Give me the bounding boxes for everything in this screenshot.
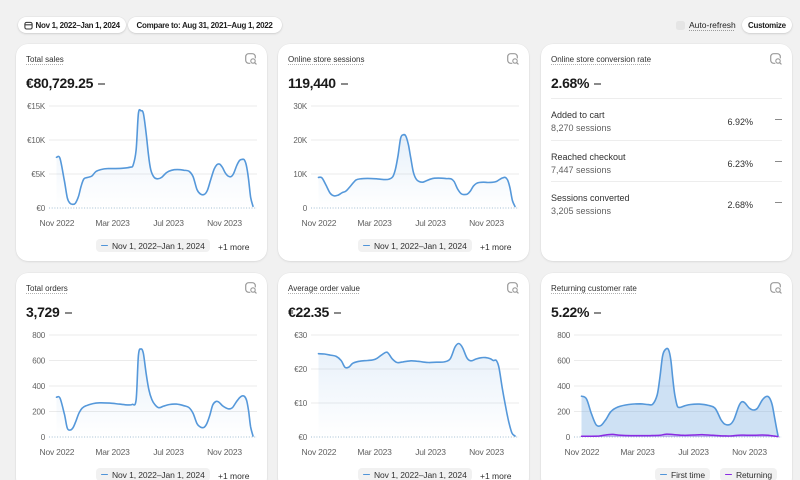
svg-text:200: 200 [32, 407, 45, 416]
svg-text:€20: €20 [294, 365, 307, 374]
svg-text:Jul 2023: Jul 2023 [678, 447, 709, 457]
svg-text:20K: 20K [293, 136, 307, 145]
svg-text:30K: 30K [293, 102, 307, 111]
svg-text:Nov 2022: Nov 2022 [302, 218, 337, 228]
svg-text:Nov 2023: Nov 2023 [207, 447, 242, 457]
svg-text:Jul 2023: Jul 2023 [153, 218, 184, 228]
svg-text:Nov 2023: Nov 2023 [469, 447, 504, 457]
svg-text:200: 200 [557, 407, 570, 416]
svg-text:Nov 2023: Nov 2023 [469, 218, 504, 228]
svg-text:Nov 2022: Nov 2022 [40, 218, 75, 228]
svg-text:Mar 2023: Mar 2023 [357, 218, 392, 228]
svg-text:€10: €10 [294, 399, 307, 408]
svg-text:Jul 2023: Jul 2023 [415, 218, 446, 228]
svg-text:Nov 2022: Nov 2022 [565, 447, 600, 457]
svg-text:Nov 2023: Nov 2023 [732, 447, 767, 457]
svg-text:Mar 2023: Mar 2023 [95, 447, 130, 457]
svg-text:Mar 2023: Mar 2023 [357, 447, 392, 457]
svg-text:€5K: €5K [31, 170, 45, 179]
svg-text:€10K: €10K [27, 136, 46, 145]
svg-text:800: 800 [32, 331, 45, 340]
svg-text:0: 0 [41, 433, 46, 442]
svg-text:Nov 2022: Nov 2022 [40, 447, 75, 457]
svg-text:0: 0 [566, 433, 571, 442]
svg-text:Mar 2023: Mar 2023 [620, 447, 655, 457]
svg-text:10K: 10K [293, 170, 307, 179]
svg-text:400: 400 [32, 382, 45, 391]
svg-text:€0: €0 [37, 204, 46, 213]
svg-text:800: 800 [557, 331, 570, 340]
svg-text:€30: €30 [294, 331, 307, 340]
svg-text:600: 600 [557, 356, 570, 365]
svg-text:Mar 2023: Mar 2023 [95, 218, 130, 228]
svg-text:0: 0 [303, 204, 308, 213]
svg-text:Jul 2023: Jul 2023 [153, 447, 184, 457]
svg-text:€15K: €15K [27, 102, 46, 111]
svg-text:Jul 2023: Jul 2023 [415, 447, 446, 457]
svg-text:Nov 2023: Nov 2023 [207, 218, 242, 228]
svg-text:400: 400 [557, 382, 570, 391]
svg-text:600: 600 [32, 356, 45, 365]
svg-text:€0: €0 [299, 433, 308, 442]
svg-text:Nov 2022: Nov 2022 [302, 447, 337, 457]
